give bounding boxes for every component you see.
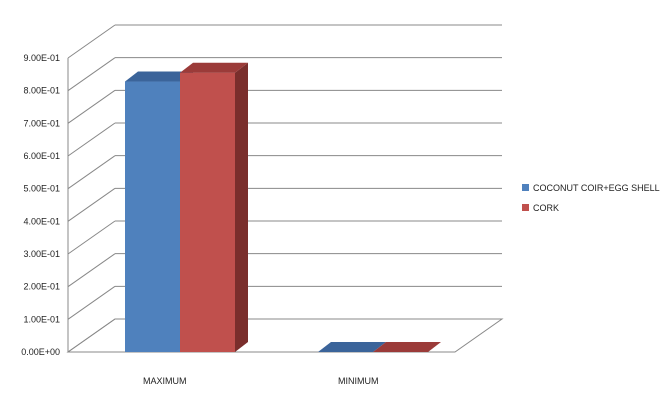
legend-label: CORK [533, 203, 559, 213]
gridline-diagonal [67, 122, 116, 157]
y-tick-label: 5.00E-01 [23, 184, 60, 194]
legend-swatch [522, 204, 529, 211]
y-tick-label: 6.00E-01 [23, 151, 60, 161]
legend-swatch [522, 184, 529, 191]
gridline-diagonal [67, 24, 116, 59]
gridline-diagonal [67, 318, 116, 353]
gridline-diagonal [67, 187, 116, 222]
x-category-label: MAXIMUM [143, 376, 187, 386]
y-tick-label: 1.00E-01 [23, 314, 60, 324]
bar [125, 81, 180, 353]
bar-side [235, 62, 248, 352]
y-tick-label: 2.00E-01 [23, 282, 60, 292]
y-tick-label: 4.00E-01 [23, 216, 60, 226]
bar-top [318, 342, 386, 352]
y-axis-ticks: 0.00E+00 1.00E-01 2.00E-01 3.00E-01 4.00E-01… [21, 53, 60, 357]
y-tick-label: 9.00E-01 [23, 53, 60, 63]
bars [125, 62, 441, 353]
x-category-label: MINIMUM [338, 376, 379, 386]
y-tick-label: 3.00E-01 [23, 249, 60, 259]
bar-top [373, 342, 441, 352]
gridline-diagonal [67, 155, 116, 190]
gridline-diagonal [67, 253, 116, 288]
gridline-diagonal [67, 89, 116, 124]
legend: COCONUT COIR+EGG SHELL CORK [522, 183, 660, 213]
x-axis-categories: MAXIMUM MINIMUM [143, 376, 379, 386]
bar-top [180, 62, 248, 73]
gridline-diagonal [67, 285, 116, 320]
y-tick-label: 0.00E+00 [21, 347, 60, 357]
bar [180, 72, 235, 352]
y-tick-label: 7.00E-01 [23, 118, 60, 128]
bar-top [125, 71, 193, 82]
y-tick-label: 8.00E-01 [23, 86, 60, 96]
gridline-diagonal [67, 220, 116, 255]
legend-label: COCONUT COIR+EGG SHELL [533, 183, 660, 193]
gridline-diagonal [67, 57, 116, 92]
